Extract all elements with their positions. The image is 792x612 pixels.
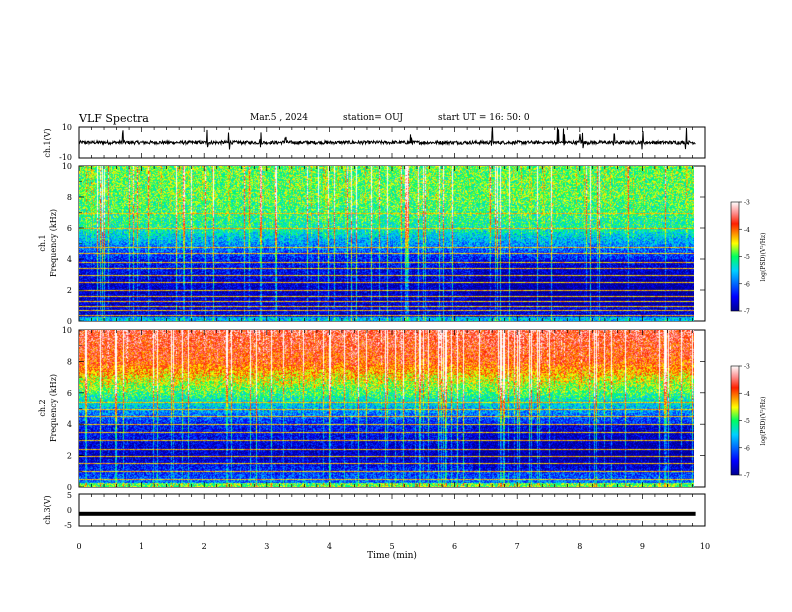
ch2-ylabel-frequency: Frequency (kHz) bbox=[49, 374, 58, 442]
colorbar-tick-label: -7 bbox=[744, 309, 750, 316]
ch1-ylabel: ch.1(V) bbox=[43, 128, 52, 157]
freq-tick-label: 10 bbox=[62, 162, 72, 171]
ch1-ytick-top: 10 bbox=[62, 123, 72, 132]
ch1-ylabel-channel: ch.1 bbox=[38, 234, 47, 251]
time-tick-label: 4 bbox=[327, 542, 332, 551]
ch2-colorbar-label: log(PSD)(V²/Hz) bbox=[760, 397, 767, 446]
ch3-waveform-frame bbox=[78, 493, 706, 527]
freq-tick-label: 2 bbox=[67, 452, 72, 461]
colorbar-tick-label: -3 bbox=[744, 200, 750, 207]
time-tick-label: 5 bbox=[389, 542, 394, 551]
x-axis-label: Time (min) bbox=[367, 550, 417, 561]
ch1-spectrogram-heatmap bbox=[79, 166, 694, 321]
header-date: Mar.5 , 2024 bbox=[250, 113, 308, 123]
ch3-ylabel: ch.3(V) bbox=[43, 495, 52, 524]
colorbar-tick-label: -4 bbox=[744, 227, 750, 234]
figure-title: VLF Spectra bbox=[79, 112, 149, 125]
ch3-ytick-top: 5 bbox=[67, 491, 72, 500]
colorbar-tick-label: -5 bbox=[744, 254, 750, 261]
colorbar-tick-label: -4 bbox=[744, 391, 750, 398]
header-start-time: start UT = 16: 50: 0 bbox=[438, 113, 530, 123]
time-tick-label: 0 bbox=[76, 542, 81, 551]
colorbar-tick-label: -6 bbox=[744, 281, 750, 288]
time-tick-label: 8 bbox=[577, 542, 582, 551]
freq-tick-label: 10 bbox=[62, 326, 72, 335]
ch1-waveform-trace bbox=[78, 127, 696, 150]
ch1-colorbar bbox=[730, 201, 740, 312]
colorbar-tick-label: -6 bbox=[744, 445, 750, 452]
colorbar-tick-label: -7 bbox=[744, 473, 750, 480]
freq-tick-label: 6 bbox=[67, 389, 72, 398]
ch1-colorbar-label: log(PSD)(V²/Hz) bbox=[760, 233, 767, 282]
freq-tick-label: 4 bbox=[67, 255, 72, 264]
freq-tick-label: 6 bbox=[67, 224, 72, 233]
ch1-ylabel-frequency: Frequency (kHz) bbox=[49, 209, 58, 277]
ch1-waveform-panel: 10 -10 ch.1(V) bbox=[43, 123, 706, 162]
ch3-waveform-panel: 5 0 -5 ch.3(V) bbox=[43, 491, 706, 530]
time-tick-label: 7 bbox=[515, 542, 520, 551]
time-tick-label: 9 bbox=[640, 542, 645, 551]
colorbar-tick-label: -3 bbox=[744, 364, 750, 371]
ch2-spectrogram-heatmap bbox=[79, 330, 694, 487]
freq-tick-label: 0 bbox=[67, 483, 72, 492]
time-axis-ticks bbox=[78, 127, 706, 526]
ch2-colorbar bbox=[730, 365, 740, 476]
freq-tick-label: 8 bbox=[67, 193, 72, 202]
time-tick-label: 6 bbox=[452, 542, 457, 551]
header-station: station= OUJ bbox=[343, 113, 404, 123]
time-axis-labels: 0 1 2 3 4 5 6 7 8 9 10 bbox=[76, 542, 710, 551]
ch3-waveform-trace bbox=[79, 511, 696, 516]
freq-tick-label: 0 bbox=[67, 317, 72, 326]
freq-tick-label: 2 bbox=[67, 286, 72, 295]
ch1-ytick-bottom: -10 bbox=[59, 153, 72, 162]
time-tick-label: 1 bbox=[139, 542, 144, 551]
ch2-ylabel-channel: ch.2 bbox=[38, 399, 47, 416]
ch3-ytick-mid: 0 bbox=[67, 506, 72, 515]
time-tick-label: 3 bbox=[264, 542, 269, 551]
time-tick-label: 10 bbox=[700, 542, 710, 551]
colorbar-tick-label: -5 bbox=[744, 418, 750, 425]
ch3-ytick-bottom: -5 bbox=[64, 521, 72, 530]
time-tick-label: 2 bbox=[202, 542, 207, 551]
freq-tick-label: 4 bbox=[67, 420, 72, 429]
freq-tick-label: 8 bbox=[67, 357, 72, 366]
